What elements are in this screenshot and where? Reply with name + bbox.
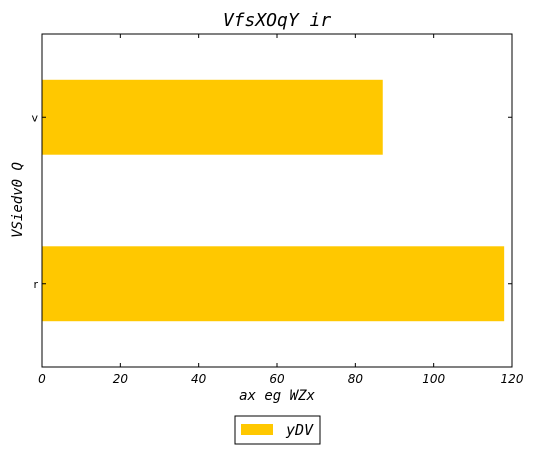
y-tick-label: v [31,111,38,124]
x-tick-label: 0 [38,372,46,386]
x-tick-label: 60 [269,372,285,386]
bar-v [42,79,383,155]
bars-layer [42,79,505,322]
legend-swatch [241,424,273,435]
legend: yDV [234,415,321,445]
x-tick-label: 120 [501,372,524,386]
x-tick-label: 100 [422,372,445,386]
y-tick-label: r [33,278,38,291]
y-axis-label: VSiedv0 Q [10,162,26,238]
legend-label: yDV [285,421,314,439]
x-tick-label: 20 [113,372,129,386]
x-axis-label: ax eg WZx [239,388,315,404]
x-tick-label: 80 [348,372,364,386]
x-axis-ticks: 0 20 40 60 80 100 120 [38,34,524,386]
y-axis-ticks: rv [31,111,512,291]
x-tick-label: 40 [191,372,207,386]
chart-title: VfsXOqY ir [223,10,332,31]
bar-r [42,246,505,322]
